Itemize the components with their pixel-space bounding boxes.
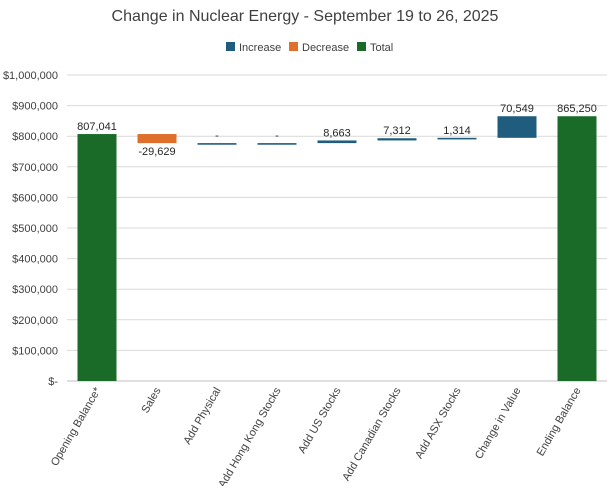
data-label: 7,312 [383, 125, 411, 137]
bar-7 [437, 137, 477, 140]
legend-label-increase: Increase [239, 42, 281, 54]
bar-5 [317, 140, 357, 144]
legend-swatch-decrease [289, 42, 298, 51]
bar-3 [197, 143, 237, 145]
y-tick-label: $800,000 [12, 131, 58, 143]
legend-label-decrease: Decrease [302, 42, 349, 54]
y-tick-label: $500,000 [12, 223, 58, 235]
bars: 807,041 -29,629 - - 8,663 7,312 1,314 70,549 865… [77, 103, 597, 382]
y-tick-label: $200,000 [12, 315, 58, 327]
y-tick-label: $300,000 [12, 284, 58, 296]
x-tick-label: Ending Balance [535, 386, 584, 459]
data-label: - [215, 130, 219, 142]
data-label: 807,041 [77, 121, 117, 133]
data-label: 865,250 [557, 103, 597, 115]
data-label: 70,549 [500, 103, 534, 115]
y-tick-label: $900,000 [12, 101, 58, 113]
x-tick-label: Add US Stocks [296, 385, 344, 455]
y-axis: $- $100,000 $200,000 $300,000 $400,000 $500,0… [3, 70, 58, 388]
legend-swatch-total [357, 42, 366, 51]
bar-8 [497, 116, 537, 138]
chart-title: Change in Nuclear Energy - September 19 … [112, 8, 499, 25]
legend-swatch-increase [226, 42, 235, 51]
data-label: -29,629 [138, 146, 175, 158]
y-tick-label: $- [48, 376, 58, 388]
y-tick-label: $400,000 [12, 254, 58, 266]
x-tick-label: Add Physical [181, 386, 223, 447]
x-tick-label: Change in Value [473, 386, 524, 462]
y-tick-label: $700,000 [12, 162, 58, 174]
bar-6 [377, 138, 417, 141]
data-label: 1,314 [443, 125, 471, 137]
x-tick-label: Opening Balance* [49, 385, 104, 468]
x-tick-label: Add ASX Stocks [413, 385, 464, 461]
x-tick-label: Add Canadian Stocks [340, 385, 404, 483]
data-label: 8,663 [323, 127, 351, 139]
bar-9 [557, 116, 597, 382]
y-tick-label: $600,000 [12, 192, 58, 204]
legend-label-total: Total [370, 42, 393, 54]
x-tick-label: Sales [139, 385, 163, 415]
bar-1 [77, 134, 117, 381]
x-tick-label: Add Hong Kong Stocks [216, 385, 284, 486]
legend: Increase Decrease Total [226, 42, 393, 54]
bar-4 [257, 143, 297, 145]
y-tick-label: $1,000,000 [3, 70, 58, 82]
data-label: - [275, 130, 279, 142]
y-tick-label: $100,000 [12, 345, 58, 357]
bar-2 [137, 134, 177, 144]
gridlines [67, 74, 607, 382]
